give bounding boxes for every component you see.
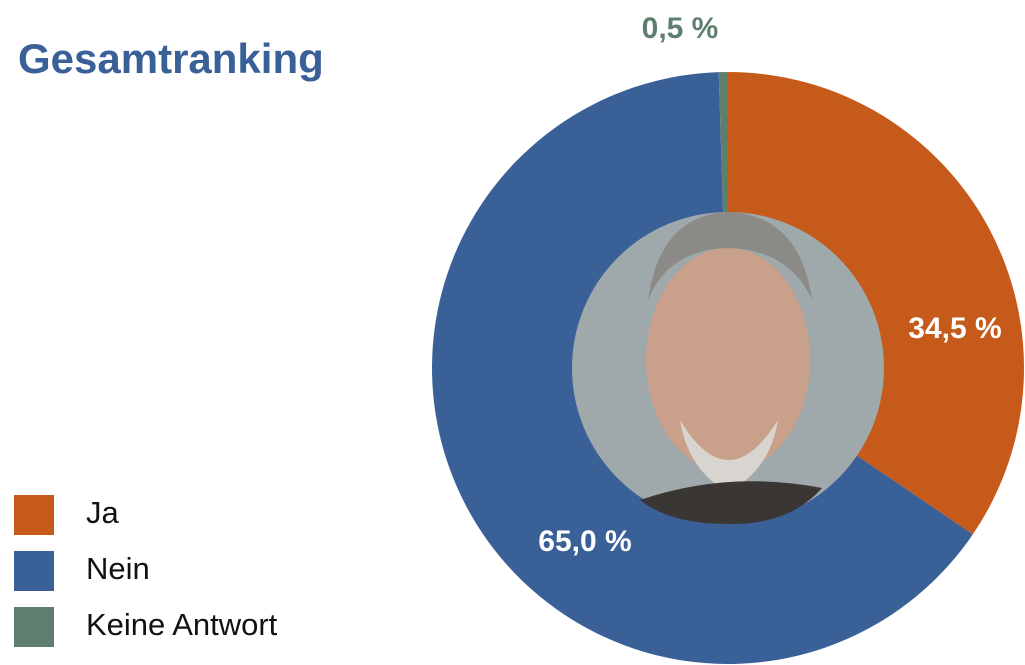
legend-label: Keine Antwort xyxy=(86,607,278,642)
legend-swatch xyxy=(14,551,54,591)
chart: Gesamtranking 34,5 % 65,0 % 0,5 % Ja Nein Ke… xyxy=(0,0,1025,665)
center-photo xyxy=(572,212,884,524)
value-label: 65,0 % xyxy=(538,525,631,558)
legend-label: Ja xyxy=(86,495,120,530)
value-label: 0,5 % xyxy=(642,12,719,45)
legend-swatch xyxy=(14,607,54,647)
chart-title: Gesamtranking xyxy=(18,35,324,82)
photo-face xyxy=(646,248,810,472)
legend: Ja Nein Keine Antwort xyxy=(14,495,278,647)
legend-label: Nein xyxy=(86,551,150,586)
legend-swatch xyxy=(14,495,54,535)
value-label: 34,5 % xyxy=(908,312,1001,345)
